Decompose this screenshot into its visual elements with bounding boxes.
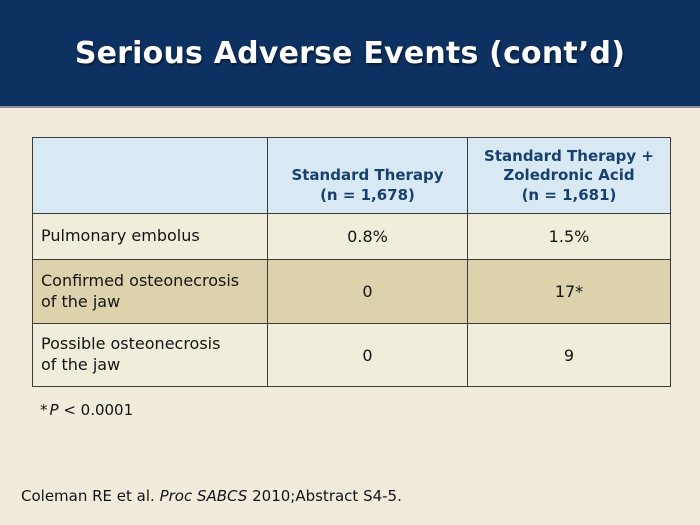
row-label-line1: Confirmed osteonecrosis (41, 270, 240, 290)
header-standard-therapy-line2: (n = 1,678) (320, 186, 415, 205)
table-row-pulmonary-embolus: Pulmonary embolus 0.8% 1.5% (32, 213, 671, 260)
header-combination-line1: Standard Therapy + (484, 146, 654, 165)
row-label-line2: of the jaw (41, 355, 121, 374)
header-combination-line2: Zoledronic Acid (503, 166, 635, 185)
row-label: Confirmed osteonecrosis of the jaw (32, 259, 268, 324)
header-combination-therapy: Standard Therapy + Zoledronic Acid (n = … (467, 137, 671, 214)
header-standard-therapy-line1: Standard Therapy (291, 166, 444, 185)
adverse-events-table: Standard Therapy (n = 1,678) Standard Th… (32, 137, 671, 387)
footnote-p-symbol: P (49, 401, 59, 419)
slide-title: Serious Adverse Events (cont’d) (74, 35, 626, 71)
table-row-confirmed-osteonecrosis: Confirmed osteonecrosis of the jaw 0 17* (32, 259, 671, 324)
footnote-pvalue: * P < 0.0001 (40, 401, 133, 419)
footnote-text: < 0.0001 (58, 401, 134, 419)
cell-combination-value: 1.5% (467, 213, 671, 260)
table-header-row: Standard Therapy (n = 1,678) Standard Th… (32, 137, 671, 214)
citation-journal: Proc SABCS (159, 487, 248, 505)
citation-reference: 2010;Abstract S4-5. (247, 487, 402, 505)
row-label: Pulmonary embolus (32, 213, 268, 260)
citation-authors: Coleman RE et al. (21, 487, 160, 505)
footnote-marker: * (40, 401, 48, 419)
title-banner: Serious Adverse Events (cont’d) (0, 0, 700, 108)
table-row-possible-osteonecrosis: Possible osteonecrosis of the jaw 0 9 (32, 323, 671, 387)
row-label-line1: Pulmonary embolus (41, 226, 200, 246)
header-standard-therapy: Standard Therapy (n = 1,678) (267, 137, 468, 214)
row-label-line1: Possible osteonecrosis (41, 334, 221, 354)
cell-standard-value: 0 (267, 323, 468, 387)
header-combination-line3: (n = 1,681) (521, 186, 617, 205)
row-label-line2: of the jaw (41, 291, 121, 311)
cell-combination-value: 17* (467, 259, 671, 324)
header-blank-cell (32, 137, 268, 214)
cell-standard-value: 0 (267, 259, 468, 324)
cell-combination-value: 9 (467, 323, 671, 387)
citation: Coleman RE et al. Proc SABCS 2010;Abstra… (21, 487, 402, 505)
cell-standard-value: 0.8% (267, 213, 468, 260)
row-label: Possible osteonecrosis of the jaw (32, 323, 268, 387)
